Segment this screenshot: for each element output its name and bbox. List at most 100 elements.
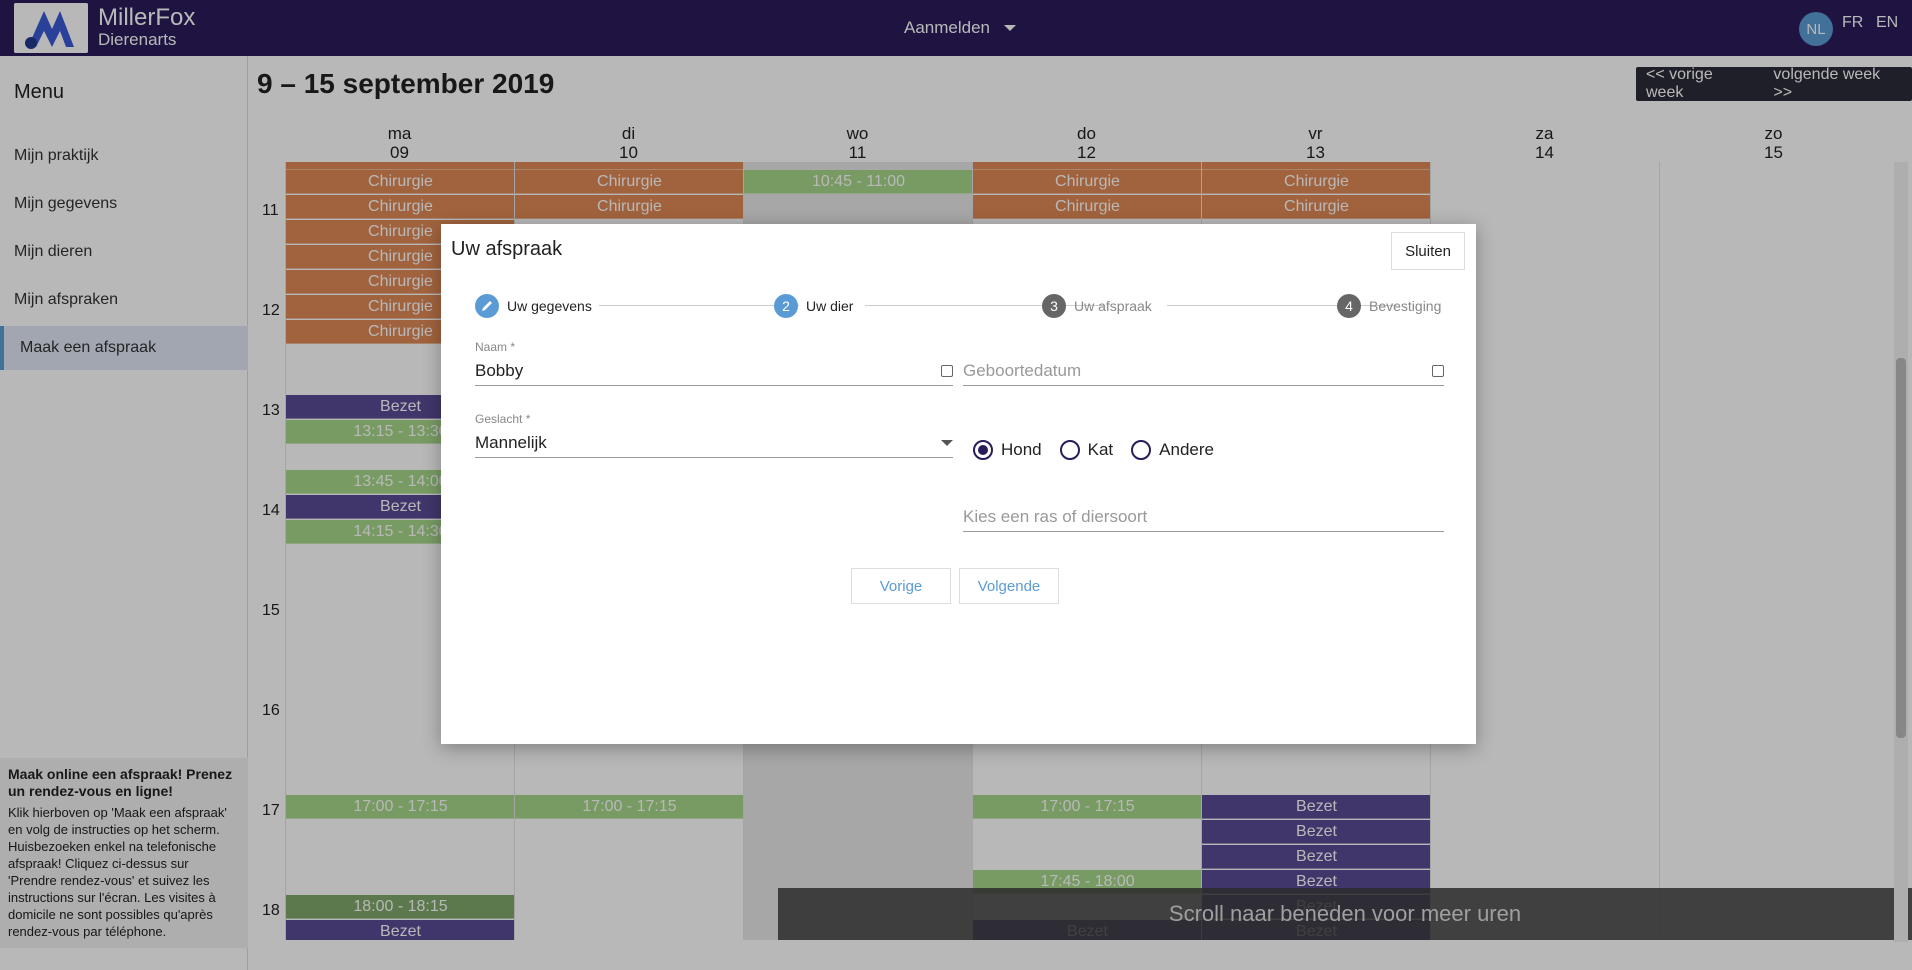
sidebar-item-mijn-dieren[interactable]: Mijn dieren	[14, 243, 93, 260]
birthdate-input[interactable]: Geboortedatum	[963, 356, 1444, 386]
day-number: 09	[390, 143, 409, 162]
brand-logo[interactable]	[14, 3, 88, 53]
day-name: ma	[387, 124, 412, 143]
gender-field[interactable]: Geslacht * Mannelijk	[475, 412, 953, 458]
event-slot[interactable]: Chirurgie	[1202, 195, 1431, 219]
event-slot[interactable]: Chirurgie	[286, 195, 515, 219]
event-slot[interactable]: Bezet	[1202, 795, 1431, 819]
day-header-wo: wo 11	[743, 124, 972, 162]
name-label: Naam *	[475, 340, 516, 354]
login-label: Aanmelden	[904, 18, 991, 37]
radio-hond[interactable]: Hond	[973, 440, 1042, 460]
hour-label: 16	[262, 702, 280, 719]
breed-input[interactable]: Kies een ras of diersoort	[963, 502, 1444, 532]
step-connector	[599, 305, 799, 306]
modal-title: Uw afspraak	[451, 238, 563, 260]
lang-en-button[interactable]: EN	[1876, 14, 1899, 31]
step-label: Uw gegevens	[507, 298, 592, 314]
step-label: Uw afspraak	[1074, 298, 1152, 314]
sidebar: Menu Mijn praktijk Mijn gegevens Mijn di…	[0, 56, 248, 970]
name-field[interactable]: Naam * Bobby	[475, 340, 953, 386]
event-slot[interactable]: Chirurgie	[973, 170, 1202, 194]
event-slot[interactable]: Chirurgie	[973, 195, 1202, 219]
event-slot[interactable]: Chirurgie	[515, 170, 744, 194]
next-button[interactable]: Volgende	[959, 568, 1059, 604]
birthdate-field[interactable]: Geboortedatum	[963, 340, 1444, 386]
top-bar: MillerFox Dierenarts Aanmelden NL FR EN	[0, 0, 1912, 56]
week-nav: << vorige week volgende week >>	[1636, 66, 1912, 101]
hour-label: 14	[262, 502, 280, 519]
name-input[interactable]: Bobby	[475, 356, 953, 386]
radio-kat[interactable]: Kat	[1059, 440, 1113, 460]
event-slot[interactable]: Chirurgie	[286, 170, 515, 194]
event-slot[interactable]: 17:00 - 17:15	[973, 795, 1202, 819]
event-slot[interactable]: Chirurgie	[1202, 170, 1431, 194]
day-header-za: za 14	[1430, 124, 1659, 162]
breed-field[interactable]: Kies een ras of diersoort	[963, 486, 1444, 532]
hour-label: 15	[262, 602, 280, 619]
radio-checked-icon[interactable]	[973, 440, 993, 460]
event-slot[interactable]	[1202, 162, 1431, 170]
event-slot[interactable]: Bezet	[1202, 845, 1431, 869]
login-dropdown[interactable]: Aanmelden	[904, 18, 1017, 38]
next-week-button[interactable]: volgende week >>	[1773, 66, 1881, 101]
radio-unchecked-icon[interactable]	[1131, 440, 1152, 460]
lang-nl-button[interactable]: NL	[1799, 12, 1833, 46]
event-slot[interactable]	[973, 162, 1202, 170]
sidebar-item-mijn-gegevens[interactable]: Mijn gegevens	[14, 195, 118, 212]
species-radio-group: Hond Kat Andere	[973, 440, 1214, 460]
step-connector	[1167, 305, 1397, 306]
radio-andere[interactable]: Andere	[1131, 440, 1214, 460]
name-value: Bobby	[475, 360, 524, 380]
event-slot[interactable]: Bezet	[286, 920, 515, 940]
radio-unchecked-icon[interactable]	[1059, 440, 1080, 460]
breed-label-spacer	[963, 486, 1444, 502]
contact-card-icon	[941, 364, 953, 377]
birthdate-placeholder: Geboortedatum	[963, 360, 1082, 380]
info-title: Maak online een afspraak! Prenez un rend…	[8, 766, 233, 799]
gender-select[interactable]: Mannelijk	[475, 428, 953, 458]
event-slot[interactable]: 17:00 - 17:15	[515, 795, 744, 819]
event-slot[interactable]: 17:00 - 17:15	[286, 795, 515, 819]
close-button[interactable]: Sluiten	[1391, 232, 1465, 270]
prev-week-button[interactable]: << vorige week	[1646, 66, 1713, 101]
day-name: za	[1535, 124, 1554, 143]
event-slot[interactable]	[515, 162, 744, 170]
birthdate-label-spacer	[963, 340, 1444, 356]
day-name: di	[621, 124, 636, 143]
day-number: 14	[1535, 143, 1554, 162]
radio-label: Andere	[1159, 440, 1214, 459]
brand-name: MillerFox	[98, 4, 196, 31]
event-slot[interactable]: Chirurgie	[515, 195, 744, 219]
hour-label: 17	[262, 802, 280, 819]
radio-label: Hond	[1001, 440, 1042, 459]
lang-fr-button[interactable]: FR	[1842, 14, 1864, 31]
day-header-ma: ma 09	[285, 124, 514, 162]
event-slot[interactable]: 18:00 - 18:15	[286, 895, 515, 919]
step-uw-gegevens[interactable]: Uw gegevens	[475, 294, 592, 318]
event-slot[interactable]	[286, 162, 515, 170]
day-header-di: di 10	[514, 124, 743, 162]
previous-button[interactable]: Vorige	[851, 568, 951, 604]
step-uw-afspraak[interactable]: 3 Uw afspraak	[1042, 294, 1152, 318]
menu-title: Menu	[14, 81, 65, 103]
hour-label: 11	[262, 202, 279, 219]
step-uw-dier[interactable]: 2 Uw dier	[774, 294, 853, 318]
event-slot[interactable]: Bezet	[1202, 820, 1431, 844]
day-header-vr: vr 13	[1201, 124, 1430, 162]
step-number: 4	[1337, 294, 1361, 318]
sidebar-item-maak-een-afspraak[interactable]: Maak een afspraak	[0, 326, 248, 370]
day-name: vr	[1308, 124, 1323, 143]
scrollbar-thumb[interactable]	[1896, 358, 1906, 738]
event-slot[interactable]: 10:45 - 11:00	[744, 170, 973, 194]
step-bevestiging[interactable]: 4 Bevestiging	[1337, 294, 1441, 318]
calendar-scrollbar[interactable]	[1894, 162, 1908, 942]
day-name: zo	[1764, 124, 1783, 143]
step-number: 2	[774, 294, 798, 318]
sidebar-item-mijn-afspraken[interactable]: Mijn afspraken	[14, 291, 119, 308]
sidebar-item-mijn-praktijk[interactable]: Mijn praktijk	[14, 147, 99, 164]
day-number: 10	[619, 143, 638, 162]
breed-placeholder: Kies een ras of diersoort	[963, 506, 1148, 526]
calendar-icon[interactable]	[1432, 364, 1444, 377]
scroll-hint-banner: Scroll naar beneden voor meer uren	[778, 888, 1912, 940]
